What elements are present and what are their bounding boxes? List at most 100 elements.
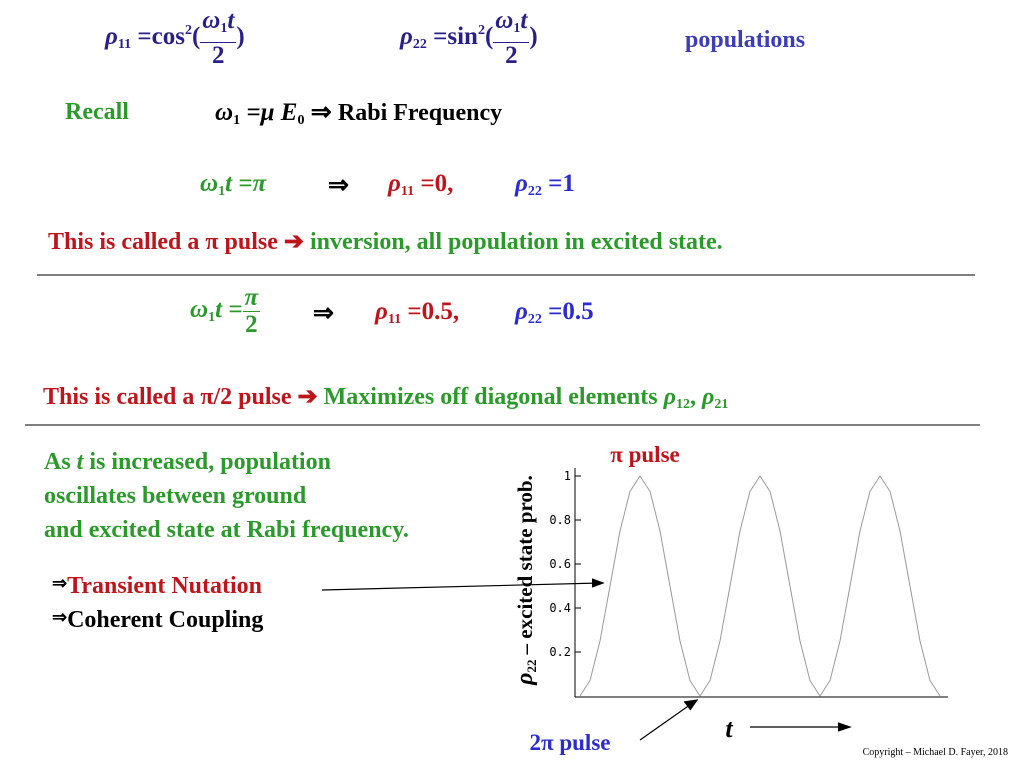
symbol: ρ: [105, 23, 118, 51]
y-label-symbol: ρ: [512, 672, 538, 685]
text: t: [76, 449, 84, 475]
sub: 22: [412, 37, 427, 53]
text: =sin: [433, 23, 478, 51]
item: ⇒Transient Nutation: [52, 573, 262, 600]
text: =0,: [420, 170, 454, 197]
text: t: [227, 7, 235, 34]
arrows: [321, 578, 852, 741]
text: Coherent Coupling: [67, 607, 264, 633]
populations-label: populations: [685, 27, 806, 53]
arrow: ➔: [283, 229, 304, 255]
symbol: ρ: [515, 170, 528, 197]
y-tick-label: 0.8: [549, 513, 571, 527]
oscillation-text: As t is increased, population oscillates…: [44, 445, 409, 547]
half-pi-note: This is called a π/2 pulse ➔ Maximizes o…: [43, 382, 728, 413]
sub: 21: [714, 397, 729, 412]
plot: 0.2 0.4 0.6 0.8 1: [549, 469, 941, 697]
text: ω: [495, 7, 514, 34]
text: and excited state at Rabi frequency.: [44, 517, 409, 543]
y-label: ρ22 – excited state prob.: [512, 475, 539, 686]
text: Rabi Frequency: [337, 100, 503, 126]
sub: 1: [513, 21, 521, 36]
half-pi-rho11: ρ11 =0.5,: [375, 298, 459, 328]
text: t =: [215, 296, 243, 324]
sub: 0: [297, 113, 305, 128]
text: (: [191, 23, 201, 51]
text: This is called a π pulse: [48, 229, 278, 255]
symbol: ρ: [701, 384, 715, 410]
text: =1: [548, 170, 575, 197]
text: t: [520, 7, 528, 34]
pi-lhs: ω1t =π: [200, 170, 266, 200]
arrow: ➔: [297, 384, 318, 410]
recall-label: Recall: [65, 99, 129, 125]
y-tick-label: 1: [564, 469, 571, 483]
sub: 1: [208, 310, 216, 326]
symbol: ρ: [515, 298, 528, 325]
sub: 12: [675, 397, 690, 412]
two-pi-pulse-label: 2π pulse: [530, 730, 611, 755]
fraction: ω1t 2: [493, 7, 530, 69]
implies: ⇒: [313, 300, 334, 327]
text: (: [484, 23, 494, 51]
sub: 1: [220, 21, 228, 36]
half-pi-lhs: ω1t = π 2: [190, 284, 261, 338]
implies: ⇒: [328, 172, 349, 199]
sup: 2: [184, 23, 192, 39]
text: oscillates between ground: [44, 483, 307, 509]
y-tick-label: 0.6: [549, 557, 571, 571]
text: ⇒: [310, 99, 332, 126]
pi-note: This is called a π pulse ➔ inversion, al…: [48, 227, 723, 256]
text: t =π: [225, 170, 267, 197]
text: inversion, all population in excited sta…: [309, 229, 723, 255]
y-tick-label: 0.2: [549, 645, 571, 659]
copyright: Copyright – Michael D. Fayer, 2018: [863, 747, 1008, 758]
symbol: ω: [215, 99, 234, 126]
pi-rho22: ρ22 =1: [515, 170, 575, 200]
text: ω: [202, 7, 221, 34]
y-tick-label: 0.4: [549, 601, 571, 615]
text: 2: [212, 42, 225, 69]
equation-rho11: ρ11 =cos2(ω1t 2): [105, 8, 245, 69]
pi-pulse-label: π pulse: [610, 442, 679, 467]
x-label: t: [725, 714, 733, 743]
item: ⇒Coherent Coupling: [52, 607, 263, 634]
text: =0.5,: [407, 298, 460, 325]
text: ,: [689, 384, 696, 410]
sub: 11: [117, 37, 132, 53]
text: is increased, population: [89, 449, 331, 475]
sub: 22: [527, 312, 542, 327]
text: 2: [505, 42, 518, 69]
text: Maximizes off diagonal elements: [323, 384, 658, 410]
symbol: ω: [190, 296, 209, 324]
arrow: ⇒: [52, 573, 68, 593]
pi-rho11: ρ11 =0,: [388, 170, 453, 200]
text: ): [236, 23, 245, 51]
text: =0.5: [548, 298, 594, 325]
text: E: [280, 99, 298, 126]
equation-rho22: ρ22 =sin2(ω1t 2): [400, 8, 538, 69]
recall-equation: ω1 =μ E0 ⇒ Rabi Frequency: [215, 97, 502, 129]
text: =μ: [246, 99, 275, 126]
text: ): [529, 23, 538, 51]
fraction: ω1t 2: [200, 7, 237, 69]
symbol: ω: [200, 170, 219, 197]
half-pi-rho22: ρ22 =0.5: [515, 298, 594, 328]
text: Transient Nutation: [67, 573, 262, 599]
symbol: ρ: [375, 298, 388, 325]
text: =cos: [137, 23, 185, 51]
sup: 2: [477, 23, 485, 39]
symbol: ρ: [400, 23, 413, 51]
symbol: ρ: [663, 384, 676, 410]
text: As: [44, 449, 71, 475]
text: π: [242, 284, 261, 312]
text: 2: [245, 311, 258, 338]
y-label-sub: 22: [524, 659, 539, 672]
text: This is called a π/2 pulse: [43, 384, 292, 410]
arrow: ⇒: [52, 607, 68, 627]
sub: 11: [387, 312, 402, 327]
curve: [579, 475, 941, 697]
